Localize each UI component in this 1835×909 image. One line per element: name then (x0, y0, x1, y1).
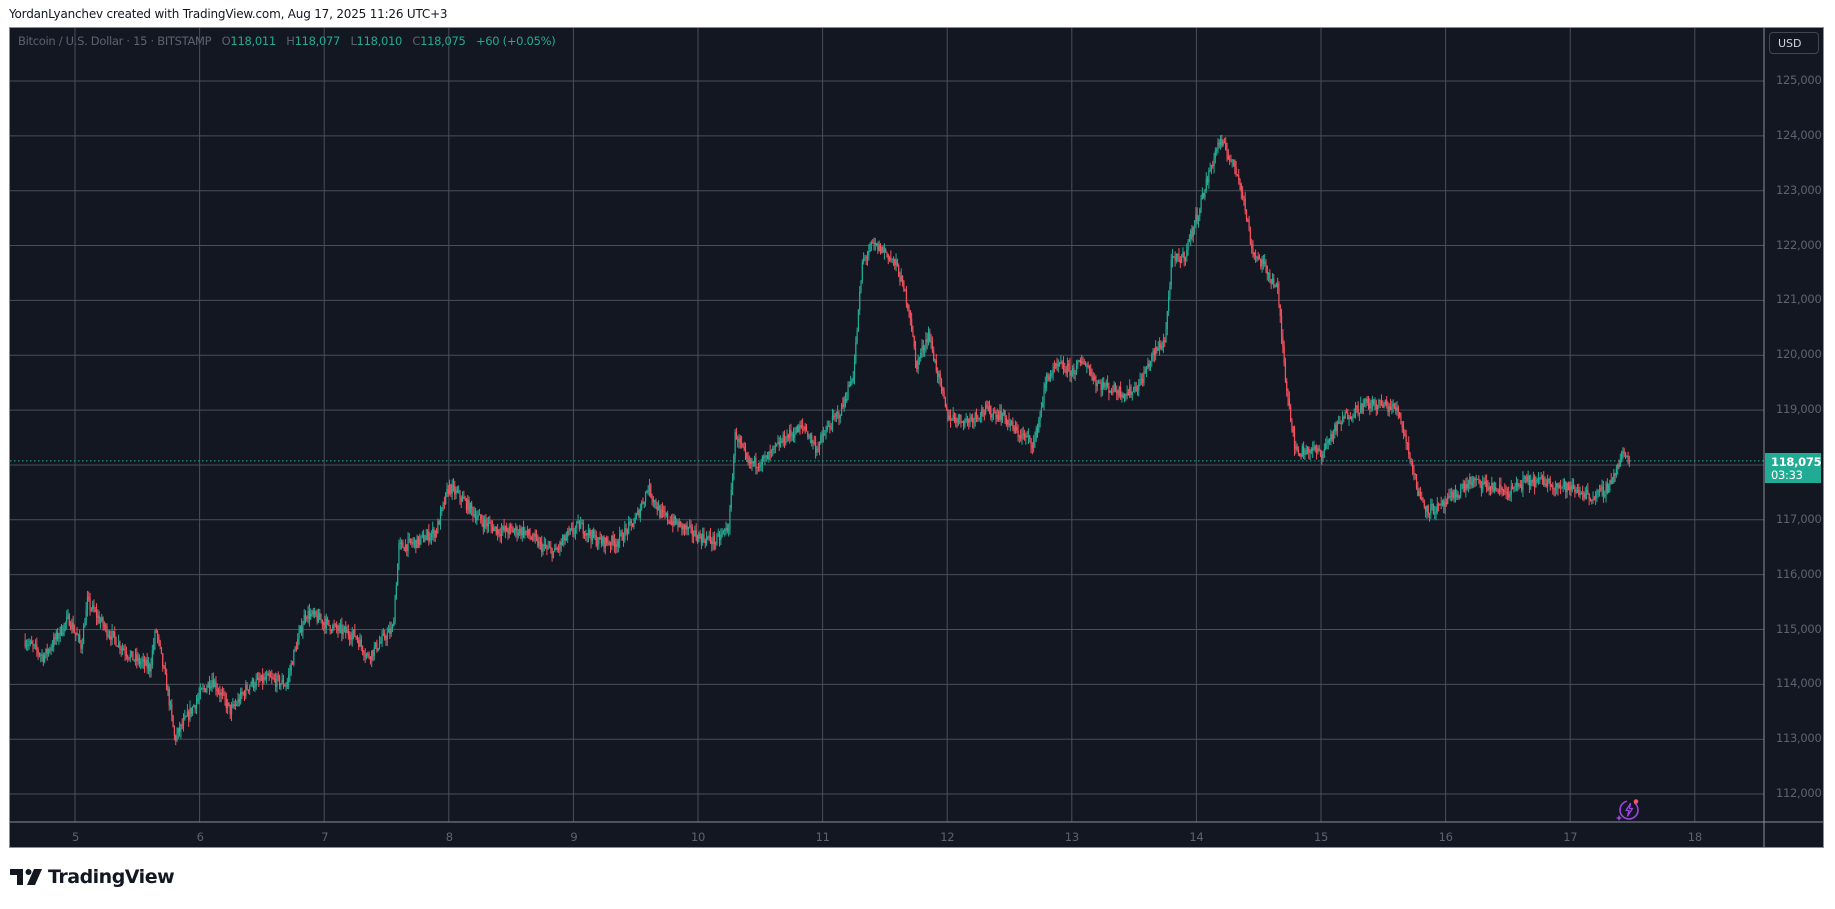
price-axis-label: 125,000 (1776, 73, 1822, 87)
close-label: C (412, 34, 421, 48)
price-axis-label: 124,000 (1776, 127, 1822, 142)
currency-button[interactable]: USD (1769, 32, 1819, 54)
time-axis-label: 7 (321, 830, 329, 844)
low-value: 118,010 (356, 34, 403, 48)
low-label: L (350, 34, 357, 48)
time-axis-label: 8 (445, 830, 453, 844)
price-axis-label: 122,000 (1776, 237, 1822, 252)
candlestick-plot[interactable] (10, 28, 1824, 848)
time-axis-label: 13 (1064, 830, 1079, 844)
time-axis-label: 5 (72, 830, 80, 844)
price-axis-label: 116,000 (1776, 566, 1822, 581)
price-axis-label: 119,000 (1776, 402, 1822, 417)
credit-line: YordanLyanchev created with TradingView.… (9, 7, 448, 21)
time-axis-label: 11 (815, 830, 830, 844)
time-axis-label: 17 (1563, 830, 1578, 844)
time-axis-label: 16 (1438, 830, 1453, 844)
price-axis-label: 121,000 (1776, 292, 1822, 307)
symbol-legend: Bitcoin / U.S. Dollar · 15 · BITSTAMP O1… (18, 34, 556, 48)
open-label: O (221, 34, 231, 48)
open-value: 118,011 (230, 34, 276, 48)
price-axis-label: 114,000 (1776, 676, 1822, 691)
close-value: 118,075 (420, 34, 466, 48)
last-price: 118,075 (1771, 454, 1822, 469)
time-axis-label: 15 (1314, 830, 1329, 844)
price-axis-label: 112,000 (1776, 786, 1822, 801)
logo-text: TradingView (48, 866, 175, 888)
chart-container[interactable]: Bitcoin / U.S. Dollar · 15 · BITSTAMP O1… (9, 27, 1824, 848)
high-value: 118,077 (294, 34, 341, 48)
price-axis-label: 115,000 (1776, 621, 1822, 636)
price-axis-label: 113,000 (1776, 731, 1822, 746)
lightning-spark-icon[interactable] (1614, 796, 1642, 824)
price-axis-label: 120,000 (1776, 347, 1822, 362)
bar-countdown: 03:33 (1771, 467, 1803, 482)
time-axis-label: 12 (940, 830, 955, 844)
tradingview-logo[interactable]: TradingView (10, 866, 175, 888)
price-axis-label: 117,000 (1776, 511, 1822, 526)
symbol-name: Bitcoin / U.S. Dollar · 15 · BITSTAMP (18, 34, 212, 48)
change-value: +60 (+0.05%) (475, 34, 556, 48)
tradingview-logo-icon (10, 869, 42, 885)
time-axis-label: 10 (691, 830, 706, 844)
time-axis-label: 14 (1189, 830, 1204, 844)
time-axis-label: 9 (570, 830, 578, 844)
price-axis-label: 123,000 (1776, 182, 1822, 197)
time-axis-label: 6 (196, 830, 204, 844)
high-label: H (286, 34, 295, 48)
time-axis-label: 18 (1687, 830, 1702, 844)
last-price-tag: 118,075 03:33 (1765, 452, 1822, 483)
